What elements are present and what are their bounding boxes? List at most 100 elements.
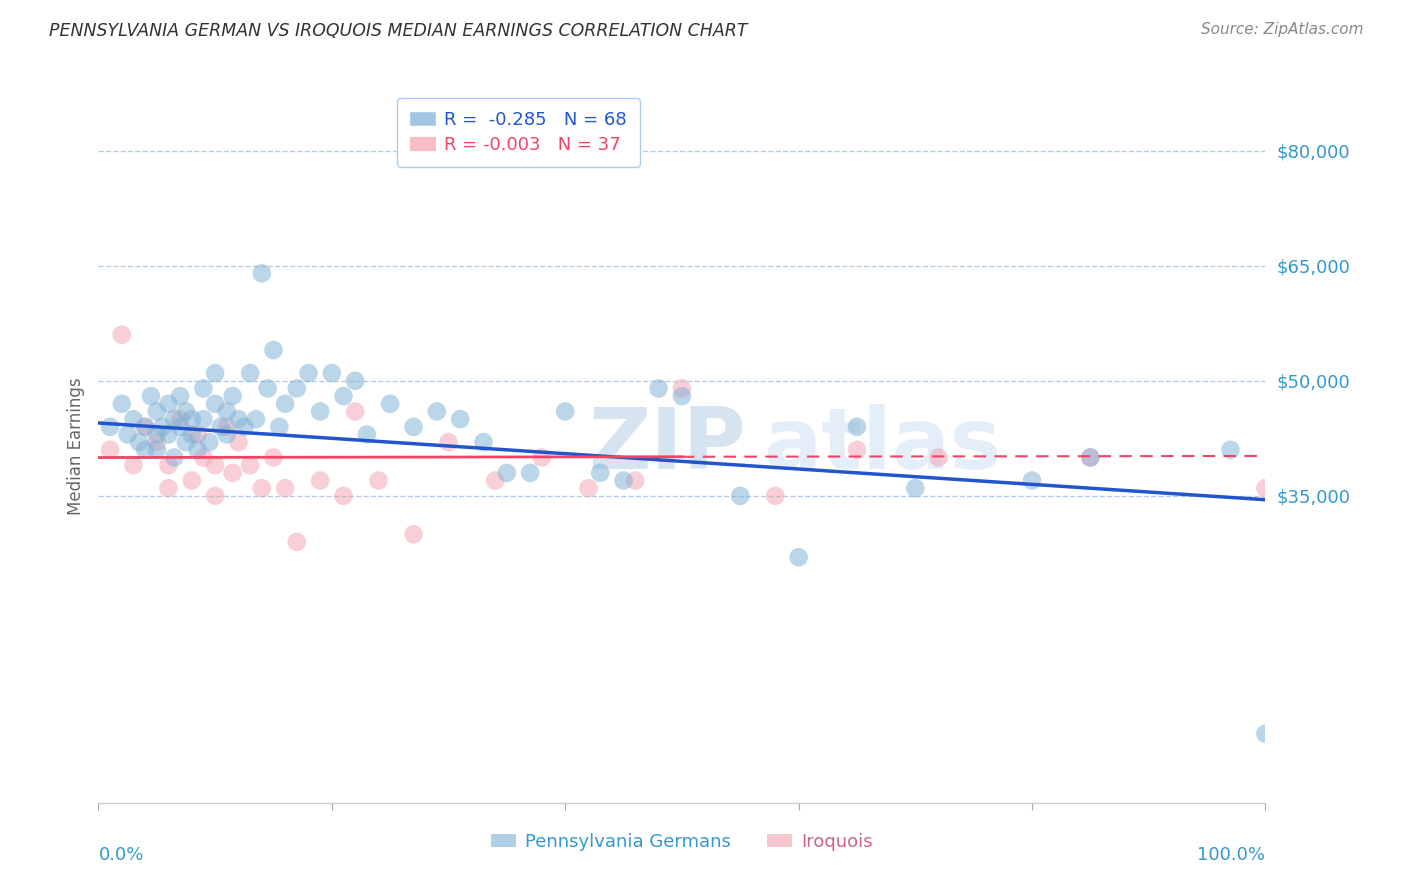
Point (1021, 474, 1043, 488)
Y-axis label: Median Earnings: Median Earnings (66, 377, 84, 515)
Point (367, 474, 389, 488)
Point (128, 435, 150, 450)
Point (671, 381, 693, 395)
Point (624, 474, 647, 488)
Point (122, 458, 145, 473)
Point (187, 427, 209, 442)
Point (846, 419, 869, 434)
Point (250, 266, 273, 280)
Point (134, 442, 156, 457)
Point (309, 404, 332, 418)
Point (193, 412, 215, 426)
Point (134, 419, 156, 434)
Point (356, 427, 378, 442)
Point (180, 412, 202, 426)
Point (157, 458, 180, 473)
Point (239, 366, 262, 380)
Point (332, 489, 354, 503)
Point (193, 381, 215, 395)
Point (157, 427, 180, 442)
Point (269, 419, 291, 434)
Point (98, 442, 121, 457)
Point (250, 481, 273, 495)
Point (134, 419, 156, 434)
Point (496, 466, 519, 480)
Point (472, 435, 495, 450)
Point (180, 427, 202, 442)
Point (204, 489, 226, 503)
Point (221, 466, 243, 480)
Point (239, 458, 262, 473)
Point (111, 327, 134, 342)
Point (380, 397, 402, 411)
Point (928, 450, 950, 465)
Point (228, 435, 250, 450)
Text: 0.0%: 0.0% (98, 846, 143, 863)
Point (344, 404, 367, 418)
Text: 100.0%: 100.0% (1198, 846, 1265, 863)
Point (204, 458, 226, 473)
Point (204, 366, 226, 380)
Point (180, 474, 202, 488)
Point (449, 412, 471, 426)
Point (554, 404, 576, 418)
Point (152, 419, 174, 434)
Point (787, 550, 810, 565)
Point (402, 419, 425, 434)
Legend: Pennsylvania Germans, Iroquois: Pennsylvania Germans, Iroquois (484, 826, 880, 858)
Point (163, 412, 186, 426)
Point (174, 435, 197, 450)
Point (163, 450, 186, 465)
Text: PENNSYLVANIA GERMAN VS IROQUOIS MEDIAN EARNINGS CORRELATION CHART: PENNSYLVANIA GERMAN VS IROQUOIS MEDIAN E… (49, 22, 748, 40)
Point (309, 474, 332, 488)
Point (274, 397, 297, 411)
Point (215, 404, 238, 418)
Point (402, 527, 425, 541)
Point (297, 366, 319, 380)
Point (174, 404, 197, 418)
Point (245, 412, 267, 426)
Point (157, 481, 180, 495)
Point (98, 419, 121, 434)
Point (122, 412, 145, 426)
Text: atlas: atlas (763, 404, 1002, 488)
Point (344, 374, 367, 388)
Point (139, 389, 162, 403)
Point (589, 466, 612, 480)
Point (484, 474, 506, 488)
Point (215, 427, 238, 442)
Point (285, 535, 308, 549)
Point (1254, 481, 1277, 495)
Point (578, 481, 600, 495)
Text: Source: ZipAtlas.com: Source: ZipAtlas.com (1201, 22, 1364, 37)
Point (215, 419, 238, 434)
Point (233, 419, 256, 434)
Point (613, 474, 636, 488)
Point (209, 419, 232, 434)
Point (169, 419, 191, 434)
Point (1080, 450, 1102, 465)
Point (262, 450, 284, 465)
Point (285, 381, 308, 395)
Point (256, 381, 278, 395)
Point (671, 389, 693, 403)
Point (1080, 450, 1102, 465)
Point (146, 435, 169, 450)
Point (221, 389, 243, 403)
Point (530, 450, 553, 465)
Point (169, 389, 191, 403)
Point (437, 435, 460, 450)
Text: ZIP: ZIP (589, 404, 747, 488)
Point (763, 489, 786, 503)
Point (228, 412, 250, 426)
Point (519, 466, 541, 480)
Point (1219, 442, 1241, 457)
Point (846, 442, 869, 457)
Point (274, 481, 297, 495)
Point (146, 404, 169, 418)
Point (146, 442, 169, 457)
Point (204, 397, 226, 411)
Point (146, 427, 169, 442)
Point (198, 435, 221, 450)
Point (426, 404, 449, 418)
